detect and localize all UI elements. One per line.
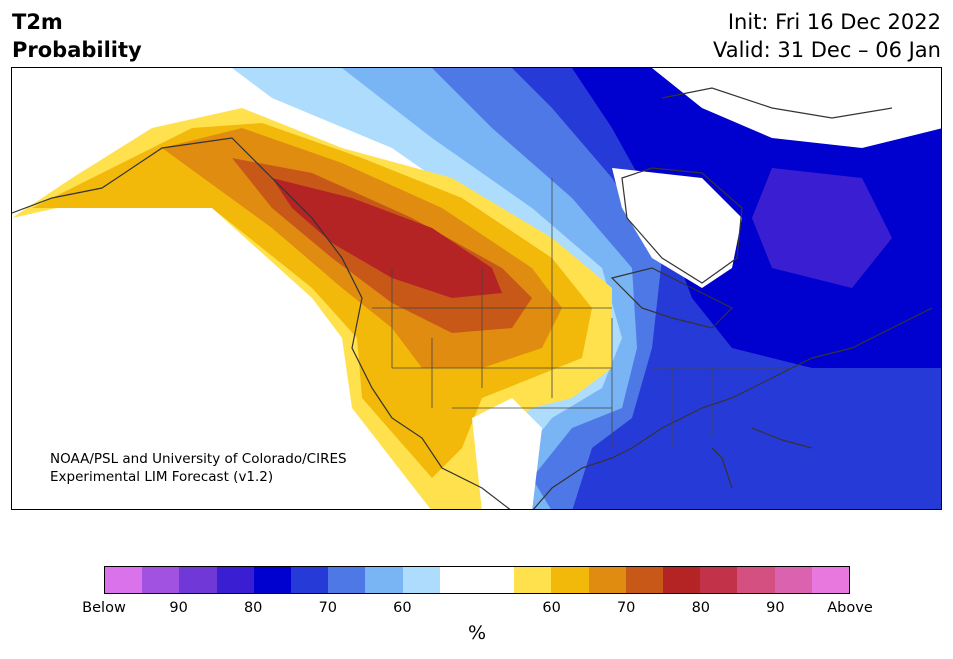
map-title: T2m Probability <box>12 8 142 64</box>
title-line-1: T2m <box>12 10 63 34</box>
coastlines <box>12 87 933 509</box>
mexico-gap <box>472 398 542 509</box>
colorbar-segment <box>291 567 329 593</box>
colorbar-segment <box>625 567 664 593</box>
colorbar-segment <box>477 567 515 593</box>
init-date: Init: Fri 16 Dec 2022 <box>727 10 941 34</box>
arctic-water <box>652 68 941 148</box>
title-line-2: Probability <box>12 38 142 62</box>
colorbar-segment <box>439 567 478 593</box>
colorbar-tick-label: 80 <box>691 600 711 616</box>
colorbar-segment <box>328 567 366 593</box>
colorbar-tick-label: 90 <box>169 600 188 616</box>
warm-region-70 <box>32 123 592 478</box>
colorbar-segment <box>253 567 292 593</box>
colorbar-segment <box>179 567 217 593</box>
colorbar-segment <box>737 567 775 593</box>
credit-text: NOAA/PSL and University of Colorado/CIRE… <box>50 450 347 486</box>
colorbar-segment <box>216 567 254 593</box>
colorbar-segment <box>588 567 626 593</box>
colorbar-tick-label: 70 <box>616 600 636 616</box>
colorbar-segment <box>514 567 552 593</box>
cold-core <box>752 168 892 288</box>
probability-map: NOAA/PSL and University of Colorado/CIRE… <box>11 67 942 510</box>
credit-line-1: NOAA/PSL and University of Colorado/CIRE… <box>50 451 347 467</box>
colorbar-segment <box>402 567 440 593</box>
warm-core <box>272 178 502 298</box>
colorbar-segment <box>774 567 812 593</box>
credit-line-2: Experimental LIM Forecast (v1.2) <box>50 469 274 485</box>
colorbar-segment <box>811 567 850 593</box>
valid-range: Valid: 31 Dec – 06 Jan <box>712 38 941 62</box>
colorbar-segment <box>105 567 143 593</box>
forecast-dates: Init: Fri 16 Dec 2022 Valid: 31 Dec – 06… <box>713 8 941 64</box>
hudson-bay <box>612 168 742 288</box>
colorbar-tick-label: 60 <box>393 600 412 616</box>
colorbar-tick-label: 80 <box>243 600 263 616</box>
probability-colorbar <box>104 566 850 594</box>
colorbar-tick-label: 70 <box>318 600 338 616</box>
colorbar-segment <box>700 567 738 593</box>
state-borders <box>372 178 792 448</box>
map-canvas <box>12 68 941 509</box>
colorbar-segment <box>663 567 701 593</box>
colorbar-segment <box>551 567 589 593</box>
colorbar-segment <box>365 567 403 593</box>
colorbar-segment <box>142 567 180 593</box>
colorbar-tick-label: Below <box>82 600 126 616</box>
colorbar-tick-label: 90 <box>766 600 785 616</box>
colorbar-tick-label: Above <box>827 600 873 616</box>
colorbar-tick-label: 60 <box>542 600 561 616</box>
colorbar-unit: % <box>467 622 487 644</box>
